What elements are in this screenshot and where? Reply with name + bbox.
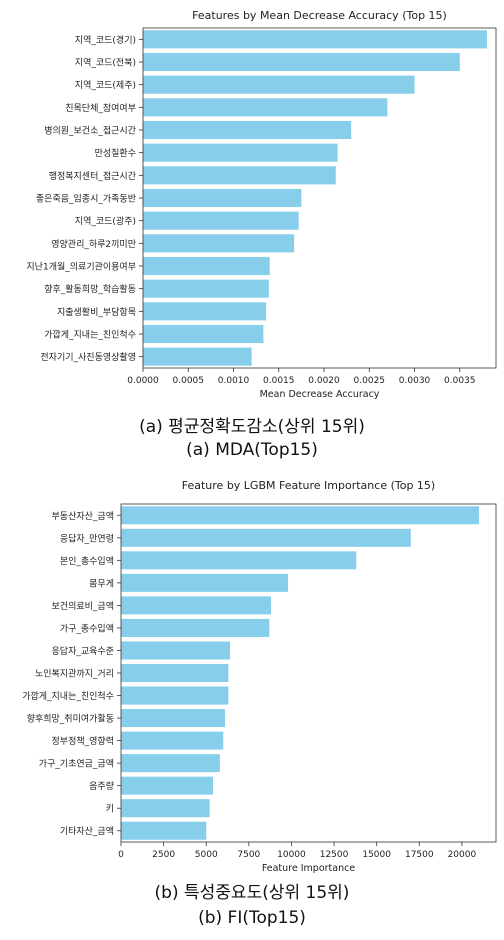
y-tick-label: 전자기기_사진동영상촬영 <box>40 352 136 363</box>
x-axis-label: Feature Importance <box>262 863 356 874</box>
bar <box>143 324 264 344</box>
plot-frame <box>120 503 497 843</box>
fi-bar-chart: Feature by LGBM Feature Importance (Top … <box>22 479 497 874</box>
x-tick-label: 0.0025 <box>354 376 386 386</box>
bar <box>143 234 295 253</box>
x-tick-label: 5000 <box>195 850 218 860</box>
x-tick-label: 10000 <box>277 850 306 860</box>
bar <box>121 799 210 818</box>
y-tick-label: 지출생활비_부담항목 <box>57 306 136 318</box>
bar <box>121 641 231 660</box>
chart-title: Feature by LGBM Feature Importance (Top … <box>182 479 435 492</box>
x-tick-label: 2500 <box>152 850 175 860</box>
bar <box>121 821 207 840</box>
x-tick-label: 0.0015 <box>263 376 295 386</box>
bar <box>143 166 336 185</box>
bar <box>121 663 229 683</box>
bar <box>143 120 352 140</box>
y-tick-label: 정부정책_영향력 <box>52 735 114 747</box>
y-tick-label: 본인_총수입액 <box>60 555 114 567</box>
y-tick-label: 영양관리_하루2끼미만 <box>51 239 136 250</box>
chart-panel-fi: Feature by LGBM Feature Importance (Top … <box>0 472 504 940</box>
x-tick-label: 0.0035 <box>444 376 476 386</box>
bar <box>121 754 220 773</box>
bar <box>121 709 225 728</box>
bar <box>121 686 229 705</box>
y-tick-label: 키 <box>106 804 114 815</box>
bar <box>143 98 388 117</box>
y-tick-label: 가깝게_지내는_친인척수 <box>22 690 114 702</box>
bar <box>121 776 214 795</box>
bar <box>121 573 289 592</box>
bar <box>143 75 415 94</box>
x-tick-label: 0.0000 <box>127 376 159 386</box>
bar <box>143 211 299 230</box>
caption-b-english: (b) FI(Top15) <box>198 908 306 928</box>
x-tick-label: 7500 <box>237 850 260 860</box>
x-tick-label: 12500 <box>320 850 349 860</box>
y-tick-label: 행정복지센터_접근시간 <box>49 170 136 182</box>
y-tick-label: 보건의료비_금액 <box>52 600 114 612</box>
x-tick-label: 17500 <box>405 850 434 860</box>
y-tick-label: 지난1개월_의료기관이용여부 <box>26 261 136 273</box>
bar <box>143 279 269 298</box>
bar <box>121 596 271 615</box>
bar <box>121 506 479 525</box>
bar <box>121 618 270 637</box>
bar <box>121 551 357 570</box>
bar <box>121 731 224 750</box>
bar <box>121 528 411 547</box>
y-tick-label: 지역_코드(경기) <box>75 34 136 46</box>
x-tick-label: 0.0030 <box>399 376 431 386</box>
x-tick-label: 20000 <box>448 850 477 860</box>
y-tick-label: 지역_코드(제주) <box>75 80 136 91</box>
y-tick-label: 지역_코드(전북) <box>75 58 136 69</box>
mda-bar-chart: Features by Mean Decrease Accuracy (Top … <box>26 9 497 400</box>
y-tick-label: 음주량 <box>89 780 114 792</box>
x-tick-label: 15000 <box>362 850 391 860</box>
y-tick-label: 친목단체_참여여부 <box>65 102 136 114</box>
x-tick-label: 0.0010 <box>218 376 250 386</box>
caption-a-english: (a) MDA(Top15) <box>186 440 318 460</box>
x-axis-label: Mean Decrease Accuracy <box>260 389 380 400</box>
y-tick-label: 노인복지관까지_거리 <box>35 669 114 680</box>
y-tick-label: 향후희망_취미여가활동 <box>27 713 114 725</box>
bar <box>143 143 338 162</box>
y-tick-label: 향후_활동희망_학습활동 <box>44 283 136 295</box>
x-tick-label: 0 <box>118 850 124 860</box>
bar <box>143 52 460 72</box>
y-tick-label: 병의원_보건소_접근시간 <box>44 125 136 137</box>
bar <box>143 256 270 276</box>
y-tick-label: 응답자_만연령 <box>60 532 114 544</box>
plot-frame <box>142 27 497 369</box>
bar <box>143 302 267 321</box>
chart-title: Features by Mean Decrease Accuracy (Top … <box>192 9 447 22</box>
x-tick-label: 0.0005 <box>173 376 205 386</box>
y-tick-label: 가구_총수입액 <box>60 622 114 634</box>
bar <box>143 347 252 366</box>
caption-b-korean: (b) 특성중요도(상위 15위) <box>154 883 350 903</box>
y-tick-label: 응답자_교육수준 <box>52 645 114 657</box>
caption-a-korean: (a) 평균정확도감소(상위 15위) <box>139 417 365 437</box>
x-tick-label: 0.0020 <box>308 376 340 386</box>
y-tick-label: 부동산자산_금액 <box>52 510 114 522</box>
bar <box>143 30 487 49</box>
y-tick-label: 가구_기초연금_금액 <box>39 758 114 770</box>
y-tick-label: 지역_코드(광주) <box>75 215 136 227</box>
y-tick-label: 가깝게_지내는_친인척수 <box>44 329 136 341</box>
y-tick-label: 기타자산_금액 <box>60 825 114 837</box>
y-tick-label: 좋은죽음_임종시_가족동반 <box>36 193 136 205</box>
bar <box>143 188 302 208</box>
y-tick-label: 만성질환수 <box>95 147 136 159</box>
chart-panel-mda: Features by Mean Decrease Accuracy (Top … <box>26 9 497 460</box>
y-tick-label: 몸무게 <box>89 578 114 589</box>
